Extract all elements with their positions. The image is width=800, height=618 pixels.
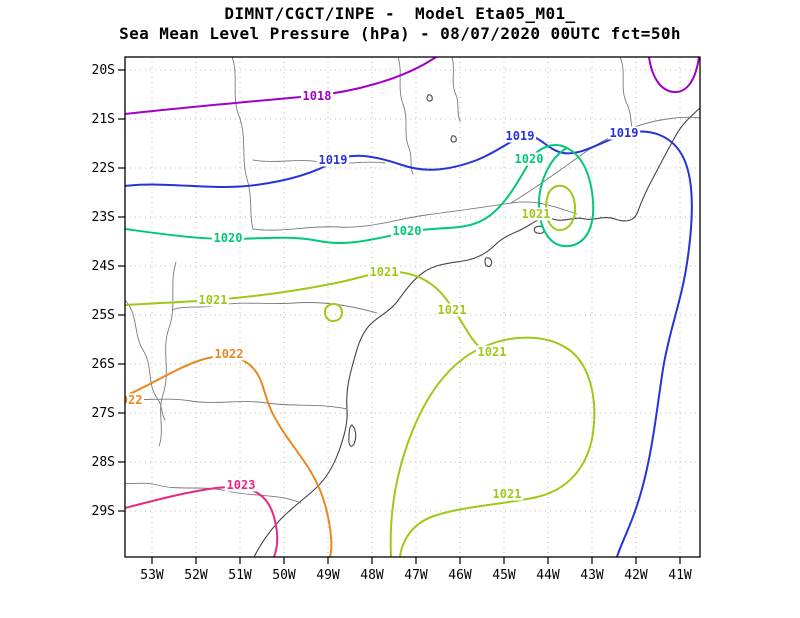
plot-frame bbox=[124, 56, 701, 558]
state-border bbox=[619, 57, 636, 135]
contour-label: 1023 bbox=[227, 478, 256, 492]
isobar-1021 bbox=[545, 184, 577, 232]
lon-tick-label: 50W bbox=[272, 568, 296, 583]
contour-label: 1020 bbox=[214, 231, 243, 245]
lon-tick-label: 53W bbox=[140, 568, 164, 583]
contour-label: 1019 bbox=[319, 153, 348, 167]
lat-tick-label: 25S bbox=[92, 308, 115, 323]
isobar-1021 bbox=[125, 270, 483, 350]
lon-tick-label: 47W bbox=[404, 568, 428, 583]
contour-label: 1021 bbox=[199, 293, 228, 307]
isobar-1023 bbox=[125, 486, 279, 557]
lon-tick-label: 49W bbox=[316, 568, 340, 583]
contour-label: 1019 bbox=[506, 129, 535, 143]
contour-label: 1022 bbox=[114, 393, 143, 407]
basemap-layer bbox=[253, 94, 700, 557]
contour-label-mask bbox=[300, 89, 334, 103]
lon-tick-label: 52W bbox=[184, 568, 208, 583]
lon-tick-label: 44W bbox=[536, 568, 560, 583]
lon-tick-label: 46W bbox=[448, 568, 472, 583]
contour-label: 1020 bbox=[393, 224, 422, 238]
contour-label-mask bbox=[503, 129, 537, 143]
axis-ticks-layer bbox=[118, 69, 681, 564]
contour-label-mask bbox=[224, 478, 258, 492]
contour-label: 1021 bbox=[370, 265, 399, 279]
chart-title: DIMNT/CGCT/INPE - Model Eta05_M01_ bbox=[224, 4, 576, 23]
contour-label-mask bbox=[475, 345, 509, 359]
lon-tick-label: 42W bbox=[624, 568, 648, 583]
coastline bbox=[253, 107, 700, 557]
island-ilhabela bbox=[484, 257, 493, 267]
contour-label-mask bbox=[125, 393, 145, 407]
contour-label: 1021 bbox=[478, 345, 507, 359]
isobar-1019 bbox=[125, 130, 693, 557]
lon-tick-label: 43W bbox=[580, 568, 604, 583]
lon-tick-label: 45W bbox=[492, 568, 516, 583]
lon-tick-label: 41W bbox=[668, 568, 692, 583]
contour-label-mask bbox=[316, 153, 350, 167]
lat-tick-label: 26S bbox=[92, 357, 115, 372]
frame-layer bbox=[124, 56, 701, 558]
contour-label-mask bbox=[367, 265, 401, 279]
contour-label-mask bbox=[490, 487, 524, 501]
state-border bbox=[231, 57, 254, 230]
state-border bbox=[158, 261, 177, 447]
isobar-1021 bbox=[389, 336, 596, 557]
contour-label-mask bbox=[196, 293, 230, 307]
chart-subtitle: Sea Mean Level Pressure (hPa) - 08/07/20… bbox=[119, 24, 681, 43]
lat-tick-label: 22S bbox=[92, 161, 115, 176]
state-border bbox=[397, 57, 414, 175]
contour-label: 1018 bbox=[303, 89, 332, 103]
small-lake bbox=[450, 135, 457, 143]
contour-label-layer: 1018 1019 1019 1019 1020 1020 1020 1021 1021 1021… bbox=[114, 89, 641, 501]
lat-tick-label: 29S bbox=[92, 504, 115, 519]
contour-label: 1021 bbox=[493, 487, 522, 501]
chart-header: DIMNT/CGCT/INPE - Model Eta05_M01_ Sea M… bbox=[0, 4, 800, 44]
state-borders-layer bbox=[125, 57, 700, 504]
contour-label-mask bbox=[390, 224, 424, 238]
contour-label-mask bbox=[211, 231, 245, 245]
isobar-1018 bbox=[648, 57, 700, 94]
small-lake bbox=[426, 94, 433, 102]
contour-label-mask bbox=[212, 347, 246, 361]
axis-labels-layer: 53W 52W 51W 50W 49W 48W 47W 46W 45W 44W 43W 42W 41W 2… bbox=[92, 63, 692, 583]
contour-label-mask bbox=[607, 126, 641, 140]
state-border bbox=[125, 482, 302, 504]
contour-label: 1020 bbox=[515, 152, 544, 166]
state-border bbox=[451, 57, 461, 122]
lat-tick-label: 23S bbox=[92, 210, 115, 225]
isobar-1022 bbox=[125, 355, 333, 557]
contour-label: 1022 bbox=[215, 347, 244, 361]
lon-tick-label: 48W bbox=[360, 568, 384, 583]
contour-label-mask bbox=[435, 303, 469, 317]
contour-label-mask bbox=[512, 152, 546, 166]
lat-tick-label: 27S bbox=[92, 406, 115, 421]
contour-label: 1021 bbox=[522, 207, 551, 221]
lat-tick-label: 28S bbox=[92, 455, 115, 470]
contour-layer bbox=[125, 57, 700, 557]
contour-label: 1019 bbox=[610, 126, 639, 140]
lon-tick-label: 51W bbox=[228, 568, 252, 583]
isobar-1021 bbox=[324, 303, 343, 322]
state-border bbox=[252, 201, 578, 231]
lat-tick-label: 24S bbox=[92, 259, 115, 274]
isobar-1020 bbox=[125, 144, 595, 248]
contour-label-mask bbox=[519, 207, 553, 221]
island-florianopolis bbox=[348, 424, 357, 447]
state-border bbox=[125, 299, 166, 421]
contour-label: 1021 bbox=[438, 303, 467, 317]
isobar-1018 bbox=[125, 57, 437, 115]
lat-tick-label: 21S bbox=[92, 112, 115, 127]
lat-tick-label: 20S bbox=[92, 63, 115, 78]
